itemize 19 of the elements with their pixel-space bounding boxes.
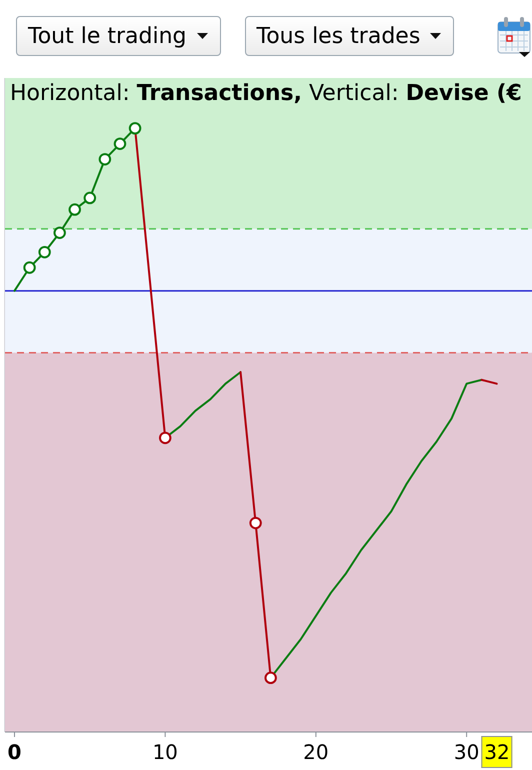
point bbox=[23, 261, 36, 274]
point bbox=[114, 138, 126, 150]
x-tick-label: 10 bbox=[152, 740, 178, 764]
dropdown-button: Tout le trading bbox=[16, 16, 221, 56]
point bbox=[128, 122, 142, 135]
point bbox=[158, 432, 172, 444]
point bbox=[249, 516, 262, 530]
x-tick-label: 0 bbox=[8, 740, 22, 764]
point bbox=[84, 192, 96, 204]
dropdown-button: Tous les trades bbox=[244, 16, 454, 56]
point bbox=[38, 246, 51, 258]
point bbox=[54, 226, 66, 239]
x-tick-label: 20 bbox=[303, 740, 329, 764]
point bbox=[264, 672, 277, 684]
x-tick-label: 30 bbox=[454, 740, 480, 764]
point bbox=[98, 153, 112, 166]
text: 32 bbox=[481, 736, 513, 768]
chart-title: Horizontal: Transactions, Vertical: Devise (€ bbox=[10, 81, 522, 106]
point bbox=[68, 203, 81, 216]
